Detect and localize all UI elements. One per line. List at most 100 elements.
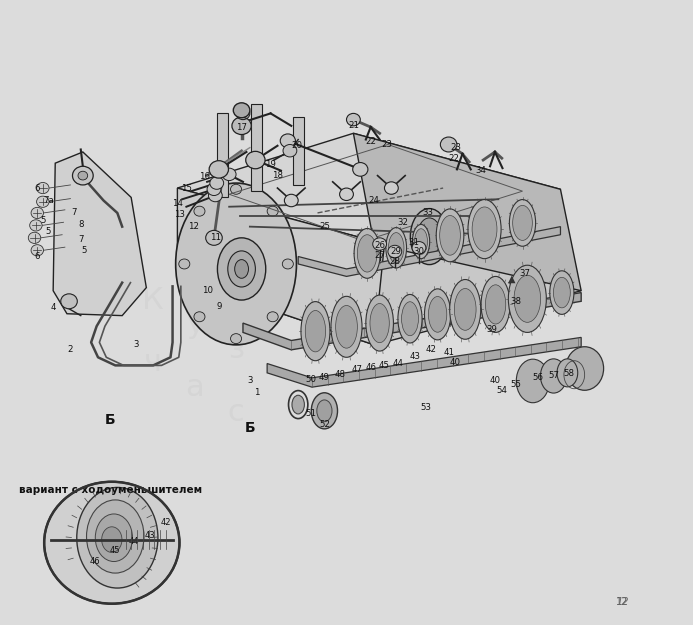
- Ellipse shape: [509, 199, 536, 246]
- Circle shape: [231, 184, 242, 194]
- Polygon shape: [243, 292, 581, 350]
- Polygon shape: [177, 222, 581, 345]
- Circle shape: [412, 242, 426, 254]
- Text: 6: 6: [35, 252, 40, 261]
- Text: 30: 30: [414, 247, 425, 256]
- Ellipse shape: [306, 311, 326, 352]
- Text: 32: 32: [398, 217, 409, 227]
- Circle shape: [209, 189, 222, 202]
- Circle shape: [267, 312, 278, 322]
- Text: 26: 26: [374, 241, 385, 250]
- Ellipse shape: [428, 296, 447, 333]
- Circle shape: [31, 208, 44, 219]
- Text: 5: 5: [82, 246, 87, 255]
- Text: 21: 21: [348, 121, 359, 131]
- Text: 28: 28: [389, 257, 401, 266]
- Text: 44: 44: [129, 537, 139, 546]
- Text: Б: Б: [105, 412, 116, 426]
- Circle shape: [284, 194, 298, 207]
- Ellipse shape: [417, 218, 441, 255]
- Polygon shape: [252, 104, 262, 191]
- Circle shape: [346, 113, 360, 126]
- Text: 15: 15: [181, 184, 192, 192]
- Circle shape: [194, 206, 205, 216]
- Text: 16: 16: [200, 173, 211, 181]
- Text: 37: 37: [519, 269, 530, 278]
- Polygon shape: [177, 133, 561, 244]
- Circle shape: [206, 231, 222, 245]
- Ellipse shape: [425, 289, 450, 340]
- Circle shape: [280, 134, 295, 148]
- Text: 44: 44: [393, 359, 404, 368]
- Text: 5: 5: [46, 227, 51, 236]
- Circle shape: [179, 259, 190, 269]
- Ellipse shape: [317, 400, 332, 422]
- Text: 41: 41: [443, 349, 454, 358]
- Ellipse shape: [77, 488, 158, 588]
- Text: 22: 22: [448, 154, 459, 162]
- Text: 39: 39: [486, 326, 497, 334]
- Circle shape: [232, 117, 252, 134]
- Text: Б: Б: [245, 421, 255, 434]
- Circle shape: [222, 168, 236, 181]
- Ellipse shape: [401, 302, 419, 336]
- Polygon shape: [53, 152, 146, 316]
- Ellipse shape: [513, 206, 532, 241]
- Ellipse shape: [386, 228, 407, 268]
- Ellipse shape: [301, 302, 330, 361]
- Text: 20: 20: [291, 141, 302, 150]
- Text: 52: 52: [319, 420, 330, 429]
- Text: 22: 22: [365, 137, 376, 146]
- Text: 25: 25: [319, 222, 330, 231]
- Ellipse shape: [557, 359, 578, 387]
- Ellipse shape: [398, 294, 422, 343]
- Ellipse shape: [554, 278, 570, 308]
- Circle shape: [267, 206, 278, 216]
- Ellipse shape: [389, 232, 404, 263]
- Ellipse shape: [366, 295, 394, 351]
- Circle shape: [246, 151, 265, 169]
- Text: 9: 9: [216, 302, 222, 311]
- Ellipse shape: [468, 199, 501, 259]
- Polygon shape: [267, 338, 581, 387]
- Text: з: з: [228, 336, 244, 364]
- Circle shape: [78, 171, 88, 180]
- Text: 53: 53: [421, 402, 431, 412]
- Text: 4: 4: [51, 303, 56, 312]
- Ellipse shape: [218, 238, 265, 300]
- Circle shape: [283, 144, 297, 157]
- Text: 10: 10: [202, 286, 213, 295]
- Ellipse shape: [235, 259, 249, 278]
- Circle shape: [234, 102, 250, 118]
- Text: 12: 12: [616, 597, 629, 607]
- Text: 51: 51: [305, 409, 316, 418]
- Ellipse shape: [354, 229, 380, 278]
- Text: ▲: ▲: [509, 273, 516, 283]
- Ellipse shape: [228, 251, 256, 287]
- Circle shape: [30, 220, 42, 231]
- Ellipse shape: [450, 279, 481, 339]
- Text: 38: 38: [510, 297, 521, 306]
- Ellipse shape: [414, 229, 428, 254]
- Ellipse shape: [481, 276, 510, 332]
- Text: 48: 48: [334, 370, 345, 379]
- Circle shape: [440, 137, 457, 152]
- Circle shape: [44, 482, 179, 604]
- Ellipse shape: [455, 289, 476, 330]
- Text: 45: 45: [110, 546, 121, 555]
- Circle shape: [210, 177, 224, 189]
- Text: 7: 7: [78, 234, 84, 244]
- Text: а: а: [185, 372, 204, 402]
- Ellipse shape: [516, 359, 550, 403]
- Text: 19: 19: [265, 160, 276, 169]
- Text: 57: 57: [548, 371, 559, 381]
- Text: 58: 58: [563, 369, 574, 378]
- Text: 12: 12: [616, 597, 629, 607]
- Text: 8: 8: [78, 219, 84, 229]
- Text: 50: 50: [305, 375, 316, 384]
- Text: 3: 3: [133, 341, 139, 349]
- Polygon shape: [353, 133, 581, 291]
- Text: 54: 54: [496, 386, 507, 395]
- Circle shape: [31, 244, 44, 256]
- Polygon shape: [217, 113, 228, 198]
